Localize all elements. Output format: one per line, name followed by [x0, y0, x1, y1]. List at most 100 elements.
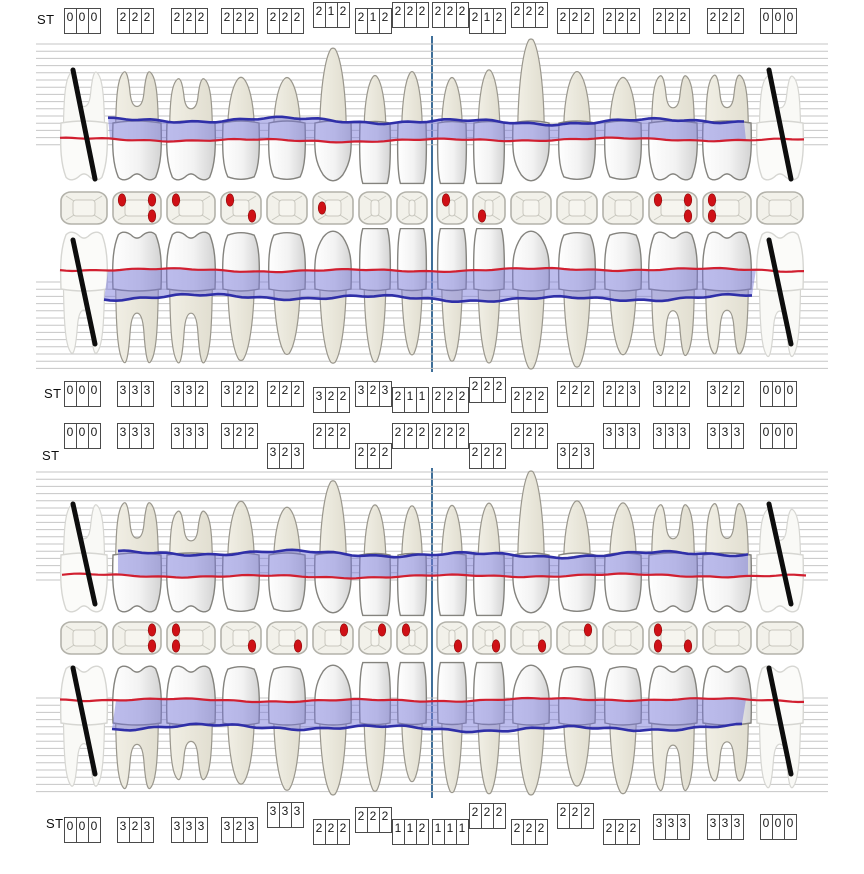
occlusal-tooth-lower-16[interactable]: [756, 621, 804, 655]
tooth-lower-buccal-6[interactable]: [314, 664, 352, 796]
st-value-box[interactable]: 2: [443, 387, 457, 413]
occlusal-tooth-lower-3[interactable]: [166, 621, 216, 655]
st-value-box[interactable]: 3: [244, 817, 258, 843]
st-value-box[interactable]: 2: [534, 387, 548, 413]
st-value-box[interactable]: 2: [244, 381, 258, 407]
st-value-box[interactable]: 1: [415, 387, 429, 413]
occlusal-tooth-upper-3[interactable]: [166, 191, 216, 225]
st-value-box[interactable]: 2: [378, 8, 392, 34]
bleeding-dot[interactable]: [293, 639, 303, 653]
occlusal-tooth-lower-7[interactable]: [358, 621, 392, 655]
st-value-box[interactable]: 1: [455, 819, 469, 845]
st-value-box[interactable]: 0: [783, 423, 797, 449]
st-value-box[interactable]: 2: [676, 8, 690, 34]
st-value-box[interactable]: 2: [534, 819, 548, 845]
bleeding-dot[interactable]: [537, 639, 547, 653]
bleeding-dot[interactable]: [707, 193, 717, 207]
tooth-lower-lingual-11[interactable]: [512, 470, 550, 614]
tooth-upper-palatal-11[interactable]: [512, 230, 550, 370]
bleeding-dot[interactable]: [171, 639, 181, 653]
occlusal-tooth-upper-4[interactable]: [220, 191, 262, 225]
st-value-box[interactable]: 3: [290, 802, 304, 828]
bleeding-dot[interactable]: [171, 623, 181, 637]
st-value-box[interactable]: 2: [468, 803, 482, 829]
st-value-box[interactable]: 2: [626, 8, 640, 34]
st-value-box[interactable]: 2: [415, 2, 429, 28]
st-value-box[interactable]: 2: [415, 819, 429, 845]
st-value-box[interactable]: 3: [140, 381, 154, 407]
occlusal-tooth-upper-1[interactable]: [60, 191, 108, 225]
tooth-upper-buccal-11[interactable]: [512, 38, 550, 182]
st-value-box[interactable]: 2: [492, 443, 506, 469]
st-value-box[interactable]: 1: [431, 819, 445, 845]
occlusal-tooth-upper-7[interactable]: [358, 191, 392, 225]
bleeding-dot[interactable]: [401, 623, 411, 637]
st-value-box[interactable]: 2: [455, 423, 469, 449]
occlusal-tooth-upper-14[interactable]: [648, 191, 698, 225]
st-value-box[interactable]: 2: [730, 8, 744, 34]
st-value-box[interactable]: 2: [336, 819, 350, 845]
st-value-box[interactable]: 3: [718, 814, 732, 840]
st-value-box[interactable]: 2: [468, 443, 482, 469]
st-value-box[interactable]: 3: [116, 423, 130, 449]
occlusal-tooth-lower-6[interactable]: [312, 621, 354, 655]
occlusal-tooth-upper-10[interactable]: [472, 191, 506, 225]
st-value-box[interactable]: 2: [492, 8, 506, 34]
st-value-box[interactable]: 2: [730, 381, 744, 407]
st-value-box[interactable]: 2: [194, 381, 208, 407]
st-value-box[interactable]: 3: [580, 443, 594, 469]
st-value-box[interactable]: 2: [534, 2, 548, 28]
bleeding-dot[interactable]: [441, 193, 451, 207]
bleeding-dot[interactable]: [583, 623, 593, 637]
st-value-box[interactable]: 2: [480, 377, 494, 403]
occlusal-tooth-upper-9[interactable]: [436, 191, 468, 225]
st-value-box[interactable]: 0: [783, 381, 797, 407]
st-value-box[interactable]: 3: [194, 817, 208, 843]
occlusal-tooth-upper-2[interactable]: [112, 191, 162, 225]
occlusal-tooth-upper-5[interactable]: [266, 191, 308, 225]
st-value-box[interactable]: 3: [730, 814, 744, 840]
bleeding-dot[interactable]: [247, 209, 257, 223]
occlusal-tooth-lower-5[interactable]: [266, 621, 308, 655]
st-value-box[interactable]: 0: [75, 817, 89, 843]
st-value-box[interactable]: 3: [676, 423, 690, 449]
st-value-box[interactable]: 2: [378, 443, 392, 469]
st-value-box[interactable]: 3: [378, 381, 392, 407]
bleeding-dot[interactable]: [225, 193, 235, 207]
bleeding-dot[interactable]: [683, 639, 693, 653]
occlusal-tooth-lower-4[interactable]: [220, 621, 262, 655]
bleeding-dot[interactable]: [317, 201, 327, 215]
bleeding-dot[interactable]: [653, 639, 663, 653]
bleeding-dot[interactable]: [339, 623, 349, 637]
st-value-box[interactable]: 2: [676, 381, 690, 407]
st-value-box[interactable]: 2: [556, 381, 570, 407]
st-value-box[interactable]: 3: [730, 423, 744, 449]
bleeding-dot[interactable]: [147, 623, 157, 637]
bleeding-dot[interactable]: [707, 209, 717, 223]
st-value-box[interactable]: 2: [244, 8, 258, 34]
st-value-box[interactable]: 0: [87, 817, 101, 843]
st-value-box[interactable]: 0: [759, 8, 773, 34]
st-value-box[interactable]: 2: [244, 423, 258, 449]
bleeding-dot[interactable]: [247, 639, 257, 653]
occlusal-tooth-lower-9[interactable]: [436, 621, 468, 655]
st-value-box[interactable]: 2: [140, 8, 154, 34]
st-value-box[interactable]: 0: [87, 423, 101, 449]
bleeding-dot[interactable]: [653, 193, 663, 207]
occlusal-tooth-upper-16[interactable]: [756, 191, 804, 225]
st-value-box[interactable]: 3: [140, 423, 154, 449]
st-value-box[interactable]: 2: [336, 387, 350, 413]
st-value-box[interactable]: 3: [676, 814, 690, 840]
occlusal-tooth-upper-15[interactable]: [702, 191, 752, 225]
st-value-box[interactable]: 2: [290, 381, 304, 407]
st-value-box[interactable]: 2: [492, 803, 506, 829]
occlusal-tooth-lower-11[interactable]: [510, 621, 552, 655]
st-value-box[interactable]: 2: [626, 819, 640, 845]
missing-tooth-upper-buccal-16[interactable]: [755, 75, 805, 181]
occlusal-tooth-lower-1[interactable]: [60, 621, 108, 655]
st-value-box[interactable]: 0: [783, 814, 797, 840]
st-value-box[interactable]: 0: [783, 8, 797, 34]
tooth-upper-palatal-3[interactable]: [165, 231, 217, 364]
st-value-box[interactable]: 2: [534, 423, 548, 449]
st-value-box[interactable]: 2: [455, 387, 469, 413]
